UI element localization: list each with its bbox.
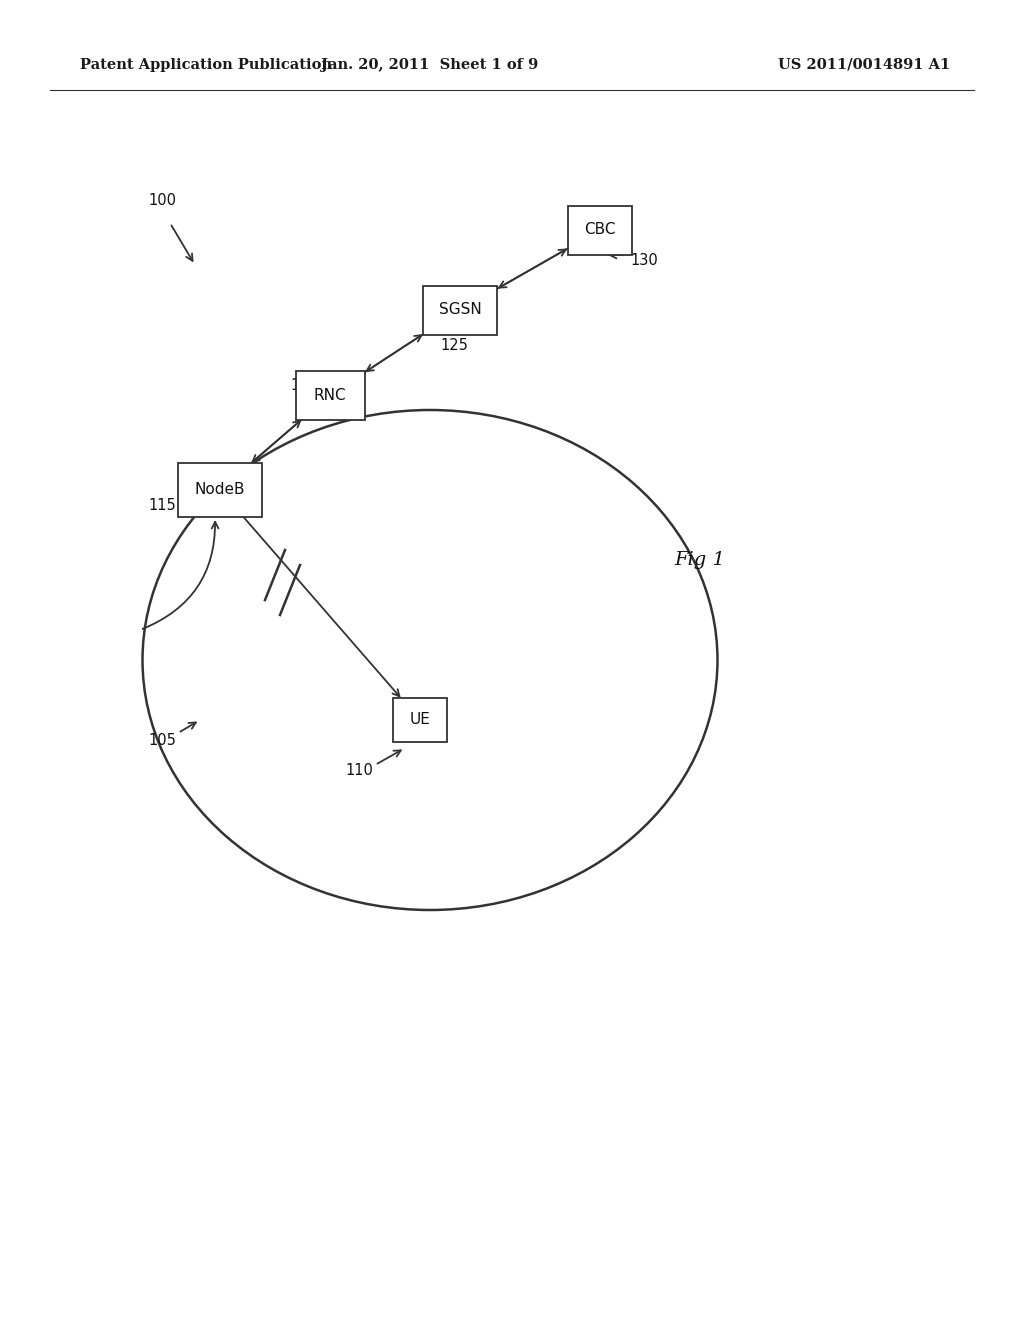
Text: US 2011/0014891 A1: US 2011/0014891 A1 bbox=[778, 58, 950, 73]
Text: 105: 105 bbox=[148, 733, 176, 748]
Text: 130: 130 bbox=[630, 253, 657, 268]
Text: 120: 120 bbox=[290, 378, 318, 393]
Text: 115: 115 bbox=[148, 498, 176, 513]
Text: SGSN: SGSN bbox=[438, 302, 481, 318]
FancyBboxPatch shape bbox=[178, 463, 262, 517]
Text: RNC: RNC bbox=[313, 388, 346, 403]
FancyBboxPatch shape bbox=[393, 698, 447, 742]
Text: Jan. 20, 2011  Sheet 1 of 9: Jan. 20, 2011 Sheet 1 of 9 bbox=[322, 58, 539, 73]
Text: CBC: CBC bbox=[585, 223, 615, 238]
Text: 125: 125 bbox=[440, 338, 468, 352]
Text: 100: 100 bbox=[148, 193, 176, 209]
Text: Patent Application Publication: Patent Application Publication bbox=[80, 58, 332, 73]
Text: UE: UE bbox=[410, 713, 430, 727]
FancyBboxPatch shape bbox=[423, 285, 497, 334]
FancyBboxPatch shape bbox=[296, 371, 365, 420]
Text: Fig 1: Fig 1 bbox=[675, 550, 725, 569]
FancyBboxPatch shape bbox=[568, 206, 632, 255]
Text: 110: 110 bbox=[345, 763, 373, 777]
Text: NodeB: NodeB bbox=[195, 483, 246, 498]
